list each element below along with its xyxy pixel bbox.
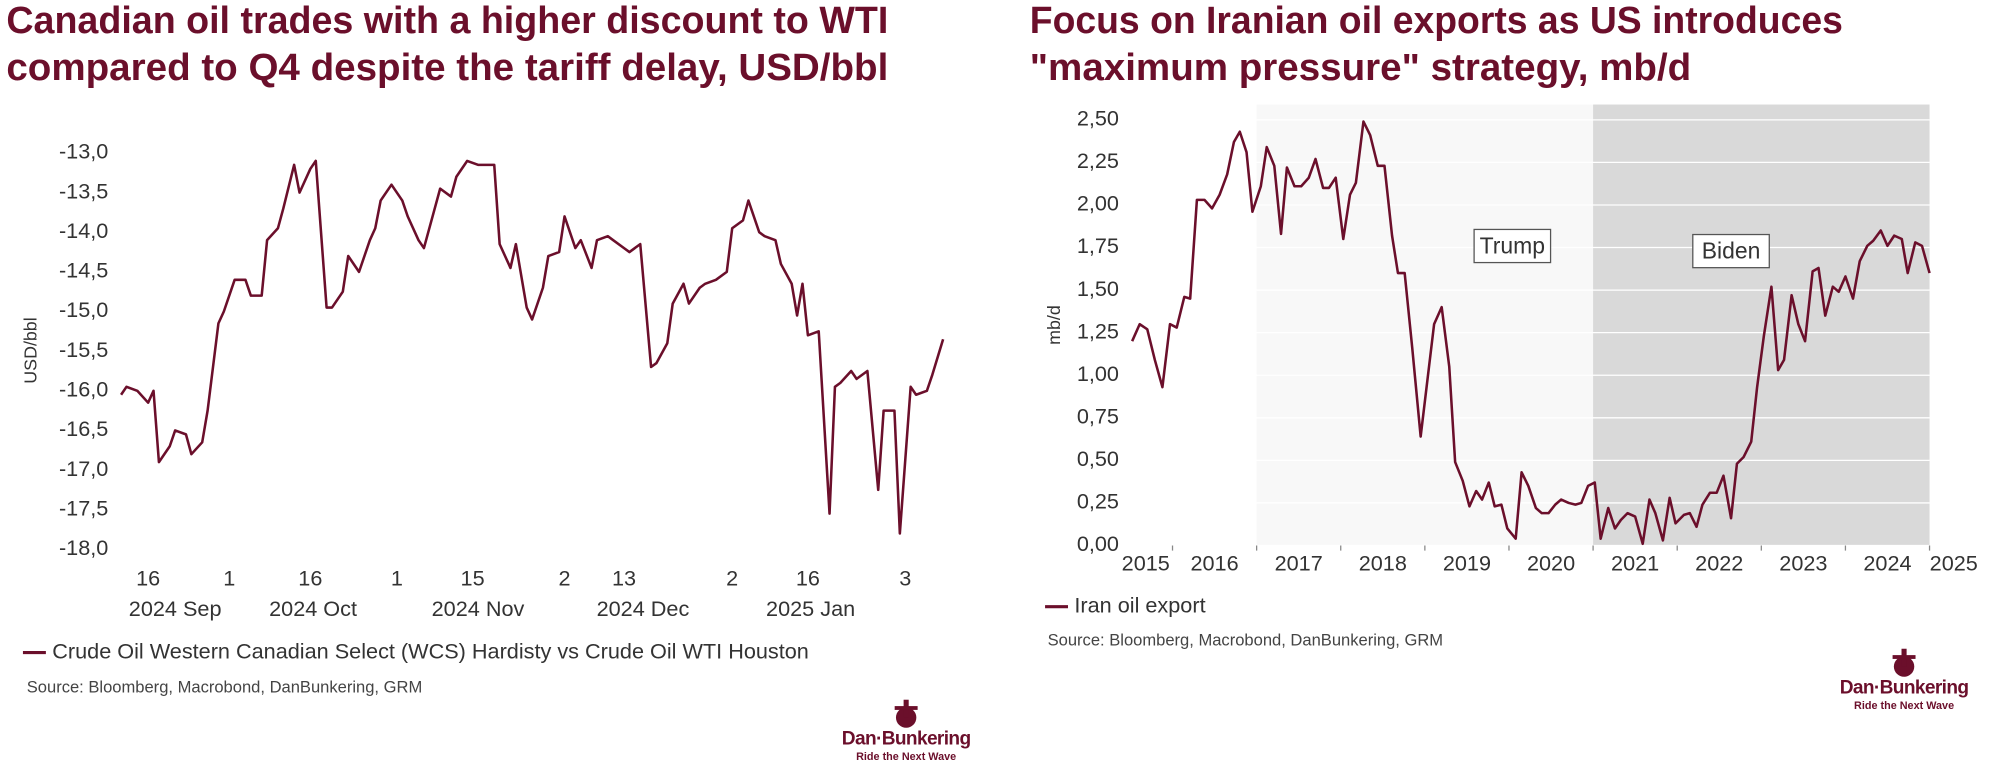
x-tick-label: 3 (899, 566, 911, 591)
period-label: Biden (1702, 237, 1761, 263)
x-tick-label: 2 (726, 566, 738, 591)
x-tick-label: 16 (298, 566, 322, 591)
y-tick-label: 0,00 (1077, 531, 1119, 556)
x-tick-label: 1 (223, 566, 235, 591)
y-tick-label: -15,0 (59, 297, 108, 322)
logo-icon (1892, 655, 1916, 659)
period-label-box (1473, 228, 1552, 264)
y-tick-label: 0,50 (1077, 446, 1119, 471)
x-period-label: 2024 Sep (129, 596, 222, 621)
x-tick-label: 2020 (1527, 550, 1575, 575)
y-tick-label: 1,75 (1077, 233, 1119, 258)
brand-name: Dan·Bunkering (842, 728, 971, 749)
logo-icon (894, 706, 918, 710)
x-period-label: 2024 Oct (269, 596, 357, 621)
x-tick-label: 2015 (1122, 550, 1170, 575)
period-label-box (1692, 233, 1770, 269)
period-shade (1256, 104, 1594, 546)
y-tick-label: -16,5 (59, 416, 108, 441)
source-note: Source: Bloomberg, Macrobond, DanBunkeri… (27, 678, 422, 697)
series-line (1130, 120, 1931, 546)
brand-tagline: Ride the Next Wave (1854, 700, 1954, 712)
chart: Canadian oil trades with a higher discou… (6, 0, 945, 697)
y-tick-label: 0,25 (1077, 489, 1119, 514)
x-tick-label: 2019 (1443, 550, 1491, 575)
x-tick-label: 2025 (1930, 550, 1978, 575)
y-tick-label: -14,0 (59, 218, 108, 243)
y-tick-label: -14,5 (59, 258, 108, 283)
y-tick-label: 1,00 (1077, 361, 1119, 386)
x-period-label: 2024 Dec (597, 596, 690, 621)
chart-title: Canadian oil trades with a higher discou… (6, 0, 888, 42)
y-tick-label: -17,0 (59, 456, 108, 481)
x-tick-label: 13 (612, 566, 636, 591)
period-label: Trump (1480, 232, 1545, 258)
legend-label: Crude Oil Western Canadian Select (WCS) … (52, 638, 809, 663)
x-tick-label: 2018 (1359, 550, 1407, 575)
legend-label: Iran oil export (1074, 592, 1205, 617)
x-tick-label: 2024 (1863, 550, 1911, 575)
period-shade (1593, 104, 1930, 546)
y-tick-label: 1,50 (1077, 276, 1119, 301)
chart-title: "maximum pressure" strategy, mb/d (1030, 46, 1691, 89)
x-tick-label: 2016 (1190, 550, 1238, 575)
y-axis-title: mb/d (1044, 305, 1064, 345)
x-tick-label: 15 (461, 566, 485, 591)
x-period-label: 2024 Nov (432, 596, 525, 621)
y-tick-label: -13,0 (59, 139, 108, 164)
x-tick-label: 16 (796, 566, 820, 591)
logo: Dan·Bunkering Ride the Next Wave (1840, 648, 1969, 712)
y-tick-label: 2,50 (1077, 106, 1119, 131)
brand-name: Dan·Bunkering (1840, 677, 1969, 698)
x-tick-label: 2021 (1611, 550, 1659, 575)
x-tick-label: 1 (391, 566, 403, 591)
x-tick-label: 2023 (1779, 550, 1827, 575)
chart-title: Focus on Iranian oil exports as US intro… (1030, 0, 1843, 42)
chart: Focus on Iranian oil exports as US intro… (1030, 0, 1978, 649)
y-tick-label: -18,0 (59, 535, 108, 560)
logo-icon (895, 707, 917, 728)
y-tick-label: 1,25 (1077, 318, 1119, 343)
y-tick-label: -17,5 (59, 495, 108, 520)
series-line (120, 159, 945, 535)
y-tick-label: -13,5 (59, 178, 108, 203)
logo: Dan·Bunkering Ride the Next Wave (842, 699, 971, 763)
y-tick-label: 2,25 (1077, 148, 1119, 173)
y-tick-label: 2,00 (1077, 191, 1119, 216)
y-tick-label: -15,5 (59, 337, 108, 362)
x-tick-label: 2 (559, 566, 571, 591)
x-tick-label: 16 (136, 566, 160, 591)
y-axis-title: USD/bbl (21, 317, 41, 383)
y-tick-label: -16,0 (59, 377, 108, 402)
brand-tagline: Ride the Next Wave (856, 751, 956, 763)
x-tick-label: 2017 (1275, 550, 1323, 575)
source-note: Source: Bloomberg, Macrobond, DanBunkeri… (1048, 630, 1443, 649)
y-tick-label: 0,75 (1077, 404, 1119, 429)
chart-title: compared to Q4 despite the tariff delay,… (6, 46, 888, 89)
x-tick-label: 2022 (1695, 550, 1743, 575)
x-period-label: 2025 Jan (766, 596, 855, 621)
